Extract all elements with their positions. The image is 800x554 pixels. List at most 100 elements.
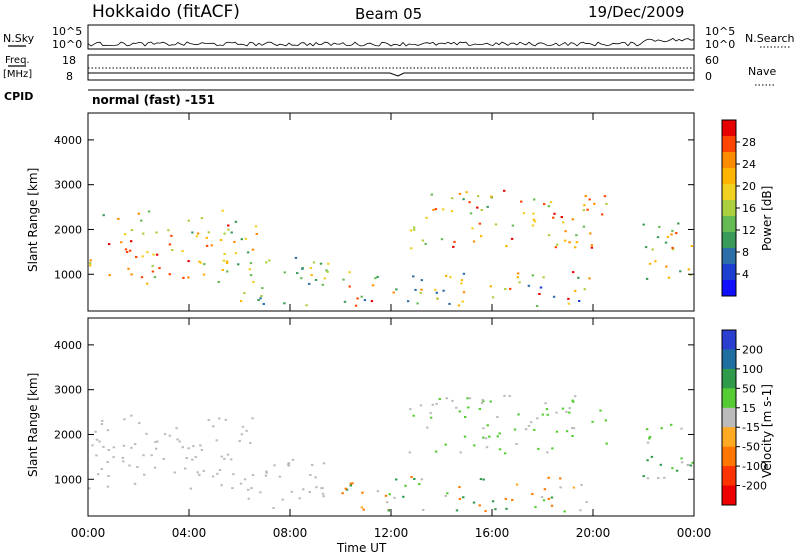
echo-cell	[127, 267, 130, 270]
echo-cell	[654, 260, 657, 263]
echo-cell	[593, 202, 596, 205]
freq-label: Freq.	[5, 55, 30, 66]
echo-cell	[250, 487, 253, 490]
echo-cell	[216, 472, 219, 475]
echo-cell	[283, 271, 286, 274]
echo-cell	[416, 302, 419, 305]
echo-cell	[315, 486, 318, 489]
velocity-scatter	[88, 394, 694, 513]
echo-cell	[321, 487, 324, 490]
echo-cell	[153, 276, 157, 279]
echo-cell	[561, 407, 565, 410]
echo-cell	[145, 432, 148, 435]
echo-cell	[430, 193, 433, 196]
echo-cell	[319, 262, 323, 265]
echo-cell	[657, 477, 660, 479]
echo-cell	[562, 221, 565, 224]
echo-cell	[572, 271, 575, 274]
echo-cell	[200, 448, 204, 451]
echo-cell	[648, 435, 652, 438]
echo-cell	[215, 439, 218, 442]
echo-cell	[151, 265, 154, 268]
echo-cell	[496, 416, 499, 418]
colorbar-tick-label: 200	[742, 343, 763, 356]
echo-cell	[281, 498, 284, 501]
echo-cell	[658, 225, 661, 228]
echo-cell	[547, 497, 550, 500]
echo-cell	[646, 459, 649, 462]
echo-cell	[571, 435, 574, 437]
echo-cell	[102, 445, 105, 448]
echo-cell	[516, 272, 520, 275]
echo-cell	[431, 403, 434, 406]
echo-cell	[89, 259, 92, 262]
echo-cell	[687, 464, 690, 467]
echo-cell	[184, 467, 187, 470]
echo-cell	[393, 496, 396, 499]
echo-cell	[478, 408, 482, 410]
echo-cell	[671, 248, 675, 251]
echo-cell	[469, 212, 473, 215]
echo-cell	[348, 271, 351, 274]
echo-cell	[565, 410, 568, 413]
echo-cell	[571, 427, 574, 429]
echo-cell	[404, 484, 407, 487]
y-tick-label: 3000	[54, 384, 82, 397]
echo-cell	[212, 425, 215, 428]
colorbar-swatch	[722, 248, 736, 265]
echo-cell	[538, 293, 541, 295]
echo-cell	[187, 276, 190, 279]
echo-cell	[327, 262, 330, 265]
echo-cell	[413, 228, 416, 231]
colorbar-tick-label: 100	[742, 363, 763, 376]
echo-cell	[309, 474, 312, 476]
echo-cell	[102, 214, 105, 217]
echo-cell	[155, 231, 158, 234]
x-tick-label: 00:00	[71, 526, 106, 540]
x-tick-label: 00:00	[677, 526, 712, 540]
echo-cell	[555, 430, 559, 433]
echo-cell	[198, 260, 201, 263]
echo-cell	[580, 483, 583, 486]
echo-cell	[560, 216, 563, 218]
echo-cell	[231, 487, 234, 490]
echo-cell	[254, 225, 258, 228]
echo-cell	[176, 438, 179, 441]
echo-cell	[291, 458, 295, 461]
echo-cell	[468, 397, 472, 400]
echo-cell	[564, 239, 567, 242]
echo-cell	[550, 504, 554, 507]
echo-cell	[484, 510, 487, 513]
echo-cell	[572, 400, 575, 403]
echo-cell	[553, 212, 556, 215]
freq-unit-label: [MHz]	[3, 69, 32, 80]
colorbar-tick-label: -15	[742, 421, 760, 434]
echo-cell	[486, 424, 489, 427]
echo-cell	[490, 195, 493, 198]
echo-cell	[440, 238, 444, 241]
echo-cell	[572, 427, 576, 430]
echo-cell	[402, 495, 405, 498]
echo-cell	[272, 507, 275, 509]
echo-cell	[223, 232, 226, 235]
colorbar-swatch	[722, 485, 736, 506]
echo-cell	[387, 509, 390, 512]
echo-cell	[305, 304, 308, 307]
echo-cell	[444, 443, 447, 446]
echo-cell	[552, 216, 555, 219]
echo-cell	[130, 229, 134, 232]
echo-cell	[442, 289, 445, 292]
nsearch-label: N.Search	[745, 32, 795, 45]
echo-cell	[273, 464, 276, 467]
colorbar-swatch	[722, 446, 736, 467]
echo-cell	[308, 491, 311, 493]
echo-cell	[150, 454, 153, 457]
echo-cell	[187, 447, 190, 450]
echo-cell	[248, 268, 251, 271]
echo-cell	[445, 274, 448, 277]
echo-cell	[168, 243, 172, 246]
echo-cell	[589, 232, 592, 235]
echo-cell	[243, 292, 246, 295]
echo-cell	[395, 478, 398, 481]
echo-cell	[168, 273, 171, 276]
